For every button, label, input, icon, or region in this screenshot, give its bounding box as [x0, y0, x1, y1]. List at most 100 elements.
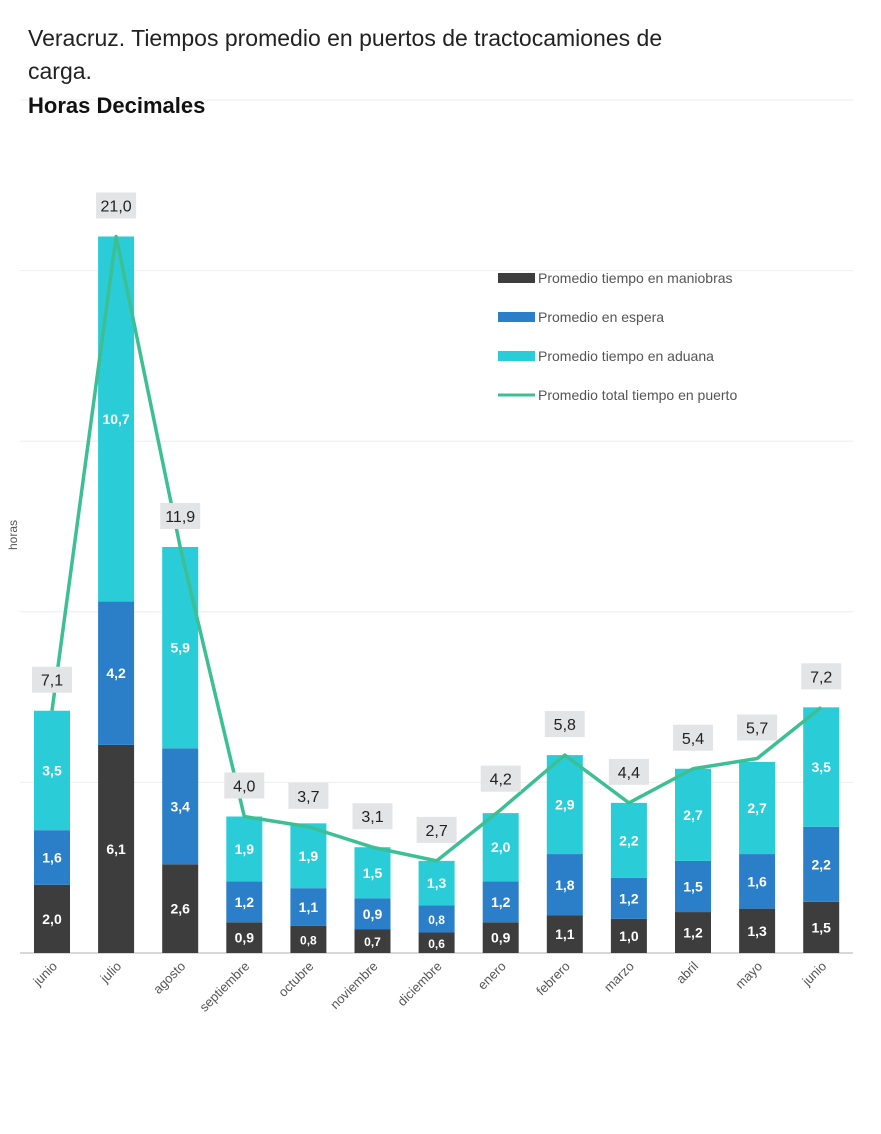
data-label: 2,2 — [619, 832, 639, 848]
total-data-label: 11,9 — [165, 509, 195, 526]
bar-segment — [34, 830, 70, 885]
data-label: 1,2 — [235, 894, 255, 910]
bar-segment — [675, 860, 711, 913]
data-label: 1,1 — [299, 899, 319, 915]
bar-segment — [803, 707, 840, 827]
x-tick-label: diciembre — [394, 959, 444, 1009]
data-label: 1,3 — [747, 923, 767, 939]
data-label: 3,5 — [42, 762, 62, 778]
bar-segment — [546, 854, 583, 916]
bar-segment — [98, 601, 135, 745]
legend-swatch — [498, 351, 535, 361]
total-label-box — [288, 782, 329, 809]
x-tick-label: junio — [29, 959, 60, 990]
total-data-label: 5,8 — [554, 717, 576, 734]
x-tick-label: julio — [97, 959, 125, 987]
legend-entry: Promedio en espera — [538, 309, 664, 325]
data-label: 2,6 — [170, 901, 190, 917]
total-label-box — [801, 663, 842, 690]
bar-segment — [418, 932, 455, 953]
total-data-label: 5,4 — [682, 731, 704, 748]
data-label: 1,2 — [491, 894, 511, 910]
bar-segment — [610, 802, 647, 878]
data-label: 2,0 — [42, 911, 62, 927]
bar-segment — [162, 864, 199, 953]
bar-segment — [482, 881, 519, 923]
x-tick-label: mayo — [732, 959, 765, 992]
data-label: 1,5 — [811, 919, 831, 935]
data-label: 2,9 — [555, 797, 575, 813]
data-label: 2,2 — [811, 856, 831, 872]
data-label: 0,9 — [235, 930, 255, 946]
data-label: 1,5 — [683, 878, 703, 894]
bar-segment — [354, 929, 391, 953]
bar-segment — [482, 813, 519, 882]
bar-segment — [226, 881, 263, 923]
total-label-box — [224, 772, 265, 799]
bar-segment — [162, 546, 199, 749]
data-label: 6,1 — [106, 841, 126, 857]
legend-entry: Promedio tiempo en maniobras — [538, 270, 733, 286]
total-data-label: 4,0 — [233, 779, 255, 796]
y-axis-label: horas — [6, 520, 20, 550]
total-data-label: 5,7 — [746, 721, 768, 738]
bar-segment — [675, 768, 711, 861]
total-data-label: 3,7 — [297, 789, 319, 806]
bar-segment — [354, 847, 391, 899]
bar-segment — [546, 915, 583, 953]
data-label: 1,6 — [747, 873, 767, 889]
data-label: 1,9 — [299, 848, 319, 864]
x-tick-label: septiembre — [196, 959, 252, 1015]
bar-segment — [482, 922, 519, 953]
data-label: 3,5 — [811, 759, 831, 775]
total-data-label: 21,0 — [101, 198, 132, 215]
data-label: 1,3 — [427, 875, 447, 891]
x-tick-label: junio — [799, 959, 830, 990]
data-label: 0,9 — [363, 906, 383, 922]
total-label-box — [160, 502, 201, 529]
chart-title: Veracruz. Tiempos promedio en puertos de… — [28, 25, 663, 84]
bar-segment — [290, 888, 327, 926]
bar-segment — [226, 816, 263, 882]
data-label: 2,7 — [747, 800, 767, 816]
bar-segment — [610, 877, 647, 919]
total-data-label: 3,1 — [361, 809, 383, 826]
data-label: 1,9 — [235, 841, 255, 857]
legend-swatch — [498, 312, 535, 322]
data-label: 1,0 — [619, 928, 639, 944]
bar-segment — [739, 854, 776, 909]
total-data-label: 4,4 — [618, 765, 640, 782]
x-tick-label: enero — [475, 959, 509, 993]
data-label: 0,8 — [300, 933, 317, 947]
total-label-box — [96, 192, 137, 219]
data-label: 10,7 — [102, 411, 129, 427]
bar-segment — [675, 912, 711, 953]
bar-segment — [98, 744, 135, 953]
data-label: 0,7 — [364, 935, 381, 949]
bar-segment — [34, 710, 70, 831]
data-label: 0,8 — [428, 913, 445, 927]
data-label: 2,7 — [683, 807, 703, 823]
total-label-box — [480, 765, 521, 792]
bar-segment — [803, 901, 840, 953]
total-label-box — [673, 724, 713, 751]
bar-segment — [546, 755, 583, 855]
total-line — [50, 234, 823, 863]
bar-segment — [418, 905, 455, 933]
data-label: 0,6 — [428, 937, 445, 951]
data-label: 1,8 — [555, 877, 575, 893]
legend-swatch — [498, 273, 535, 283]
bar-segment — [610, 918, 647, 953]
bar-segment — [34, 884, 70, 953]
total-data-label: 4,2 — [490, 772, 512, 789]
legend-entry: Promedio total tiempo en puerto — [538, 387, 737, 403]
bar-segment — [226, 922, 263, 953]
bar-segment — [739, 761, 776, 855]
total-label-box — [737, 714, 778, 741]
legend-entry: Promedio tiempo en aduana — [538, 348, 714, 364]
x-tick-label: octubre — [275, 959, 316, 1000]
data-label: 1,6 — [42, 849, 62, 865]
x-tick-label: marzo — [601, 959, 637, 995]
x-tick-label: noviembre — [327, 959, 381, 1013]
